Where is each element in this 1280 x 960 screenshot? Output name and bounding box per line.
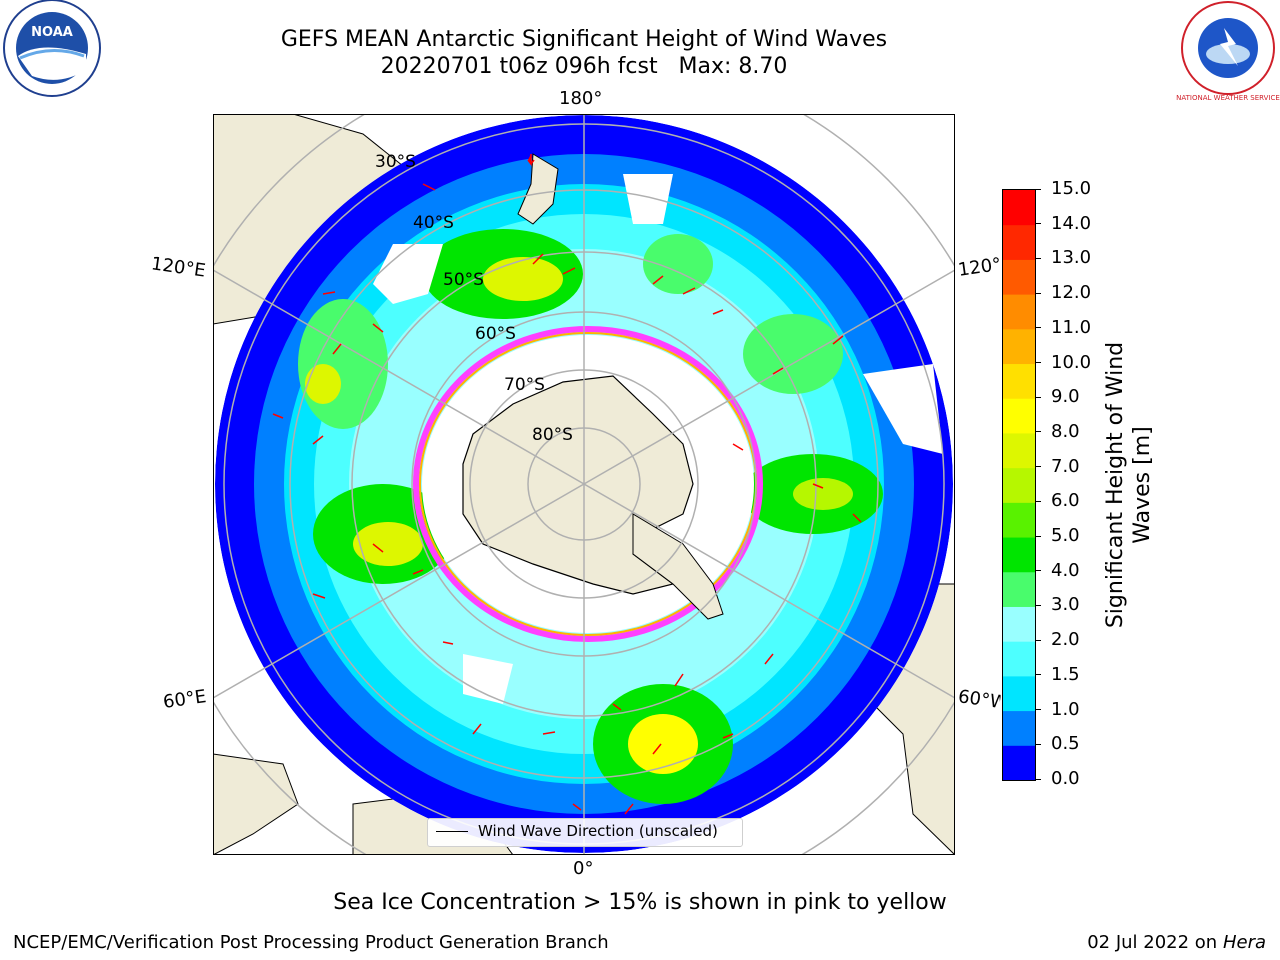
lat-label-40s: 40°S (413, 213, 454, 233)
noaa-logo-text: NOAA (31, 25, 73, 40)
colorbar-tick-label: 12.0 (1035, 282, 1091, 303)
colorbar-ticks: 15.0 14.0 13.0 12.0 11.0 10.0 9.0 8.0 7.0 6.0 5.0 4… (1035, 178, 1105, 789)
new-zealand-land (517, 153, 559, 225)
colorbar-swatch (1003, 606, 1035, 642)
noaa-logo: NOAA (0, 0, 104, 104)
colorbar-swatch (1003, 745, 1035, 781)
colorbar-swatch (1003, 675, 1035, 712)
colorbar-swatch (1003, 328, 1035, 365)
colorbar-tick-label: 9.0 (1035, 386, 1080, 407)
colorbar-tick-label: 1.0 (1035, 699, 1080, 720)
colorbar-tick-label: 8.0 (1035, 421, 1080, 442)
lat-label-80s: 80°S (532, 425, 573, 445)
map-panel: 180° 0° 120°E 60°E 120°W 60°W 30°S 40°S … (150, 53, 1015, 915)
colorbar-swatch (1003, 398, 1035, 434)
sea-ice-note: Sea Ice Concentration > 15% is shown in … (333, 890, 947, 915)
nws-logo: NATIONAL WEATHER SERVICE (1176, 0, 1280, 104)
colorbar-label-line1: Significant Height of Wind (1103, 341, 1128, 629)
colorbar-label: Significant Height of Wind Waves [m] (1102, 335, 1156, 635)
colorbar-tick-label: 3.0 (1035, 594, 1080, 615)
colorbar-swatch (1003, 571, 1035, 607)
lat-label-70s: 70°S (504, 375, 545, 395)
colorbar-tick-label: 15.0 (1035, 178, 1091, 199)
colorbar-swatch (1003, 363, 1035, 399)
legend-line-swatch (436, 831, 468, 832)
colorbar-swatches (1003, 190, 1035, 781)
colorbar-swatch (1003, 294, 1035, 330)
colorbar-tick-label: 0.0 (1035, 768, 1080, 789)
colorbar-label-line2: Waves [m] (1130, 426, 1155, 544)
colorbar-tick-label: 13.0 (1035, 247, 1091, 268)
colorbar-swatch (1003, 432, 1035, 469)
lon-label-60e: 60°E (161, 686, 208, 713)
lon-label-120w: 120°W (956, 254, 1002, 281)
wind-arrows (272, 154, 862, 815)
footer-date: 02 Jul 2022 on (1087, 932, 1223, 953)
nws-logo-text: NATIONAL WEATHER SERVICE (1176, 94, 1280, 102)
colorbar-swatch (1003, 641, 1035, 677)
lon-label-60w: 60°W (956, 686, 1002, 713)
colorbar-swatch (1003, 467, 1035, 503)
colorbar-tick-label: 1.5 (1035, 664, 1080, 685)
colorbar (1002, 189, 1036, 781)
title-line-2: 20220701 t06z 096h fcst Max: 8.70 (380, 54, 788, 79)
lat-label-30s: 30°S (375, 152, 416, 172)
lon-label-120e: 120°E (149, 253, 207, 282)
map-frame (213, 114, 955, 855)
colorbar-tick-label: 0.5 (1035, 733, 1080, 754)
footer-host: Hera (1222, 932, 1266, 953)
sea-ice-edge (413, 326, 763, 642)
lon-label-180: 180° (559, 88, 603, 109)
legend-entry-label: Wind Wave Direction (unscaled) (478, 822, 718, 840)
colorbar-tick-label: 14.0 (1035, 213, 1091, 234)
colorbar-swatch (1003, 224, 1035, 260)
title-line-1: GEFS MEAN Antarctic Significant Height o… (280, 27, 888, 52)
lon-label-0: 0° (573, 858, 594, 879)
colorbar-tick-label: 7.0 (1035, 456, 1080, 477)
lat-label-60s: 60°S (475, 324, 516, 344)
colorbar-tick-label: 2.0 (1035, 629, 1080, 650)
colorbar-tick-label: 4.0 (1035, 560, 1080, 581)
colorbar-swatch (1003, 502, 1035, 538)
footer-left: NCEP/EMC/Verification Post Processing Pr… (13, 932, 609, 953)
colorbar-swatch (1003, 537, 1035, 573)
colorbar-tick-label: 6.0 (1035, 490, 1080, 511)
colorbar-swatch (1003, 259, 1035, 295)
colorbar-swatch (1003, 710, 1035, 746)
map-legend: Wind Wave Direction (unscaled) (427, 818, 743, 847)
colorbar-tick-label: 10.0 (1035, 352, 1091, 373)
colorbar-tick-label: 5.0 (1035, 525, 1080, 546)
lat-label-50s: 50°S (443, 270, 484, 290)
colorbar-swatch (1003, 190, 1035, 226)
antarctic-peninsula (632, 513, 724, 620)
polar-map (153, 53, 1015, 915)
footer-right: 02 Jul 2022 on Hera (1087, 932, 1266, 953)
colorbar-tick-label: 11.0 (1035, 317, 1091, 338)
